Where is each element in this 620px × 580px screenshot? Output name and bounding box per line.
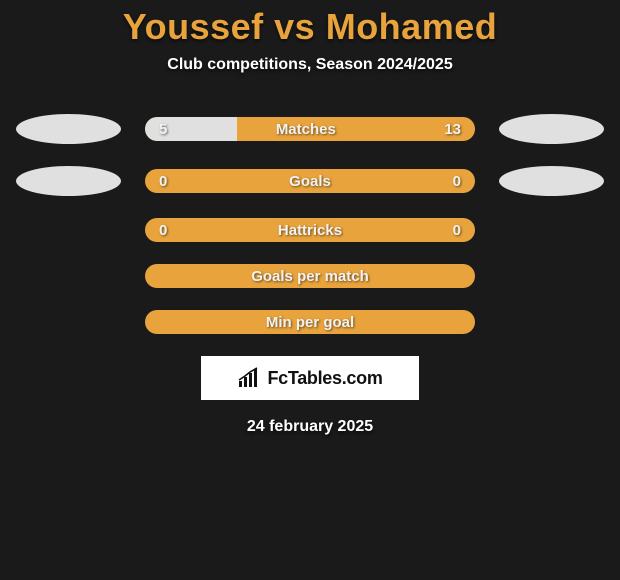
player-ellipse-left — [16, 114, 121, 144]
stat-label: Matches — [276, 121, 336, 138]
player-ellipse-right — [499, 114, 604, 144]
stat-row: Goals per match — [0, 264, 620, 288]
date-label: 24 february 2025 — [0, 418, 620, 436]
stat-rows: 5 Matches 13 0 Goals 0 0 Hattricks 0 Goals per ma… — [0, 114, 620, 334]
stat-label: Goals — [289, 173, 331, 190]
stat-label: Min per goal — [266, 314, 354, 331]
stat-bar: Min per goal — [145, 310, 475, 334]
stat-value-left: 5 — [159, 121, 167, 138]
bar-chart-icon — [237, 367, 261, 389]
stat-bar: 0 Hattricks 0 — [145, 218, 475, 242]
stat-value-left: 0 — [159, 173, 167, 190]
page-title: Youssef vs Mohamed — [0, 6, 620, 48]
stat-value-left: 0 — [159, 222, 167, 239]
stat-row: 0 Goals 0 — [0, 166, 620, 196]
stat-row: Min per goal — [0, 310, 620, 334]
stat-row: 5 Matches 13 — [0, 114, 620, 144]
player-ellipse-right — [499, 166, 604, 196]
stat-bar: Goals per match — [145, 264, 475, 288]
stat-bar: 5 Matches 13 — [145, 117, 475, 141]
stat-row: 0 Hattricks 0 — [0, 218, 620, 242]
stat-label: Goals per match — [251, 268, 369, 285]
player-ellipse-left — [16, 166, 121, 196]
subtitle: Club competitions, Season 2024/2025 — [0, 56, 620, 74]
stat-value-right: 13 — [444, 121, 461, 138]
logo-box: FcTables.com — [201, 356, 419, 400]
stat-bar: 0 Goals 0 — [145, 169, 475, 193]
stat-label: Hattricks — [278, 222, 342, 239]
logo-text: FcTables.com — [267, 368, 382, 389]
stat-value-right: 0 — [453, 173, 461, 190]
stat-value-right: 0 — [453, 222, 461, 239]
